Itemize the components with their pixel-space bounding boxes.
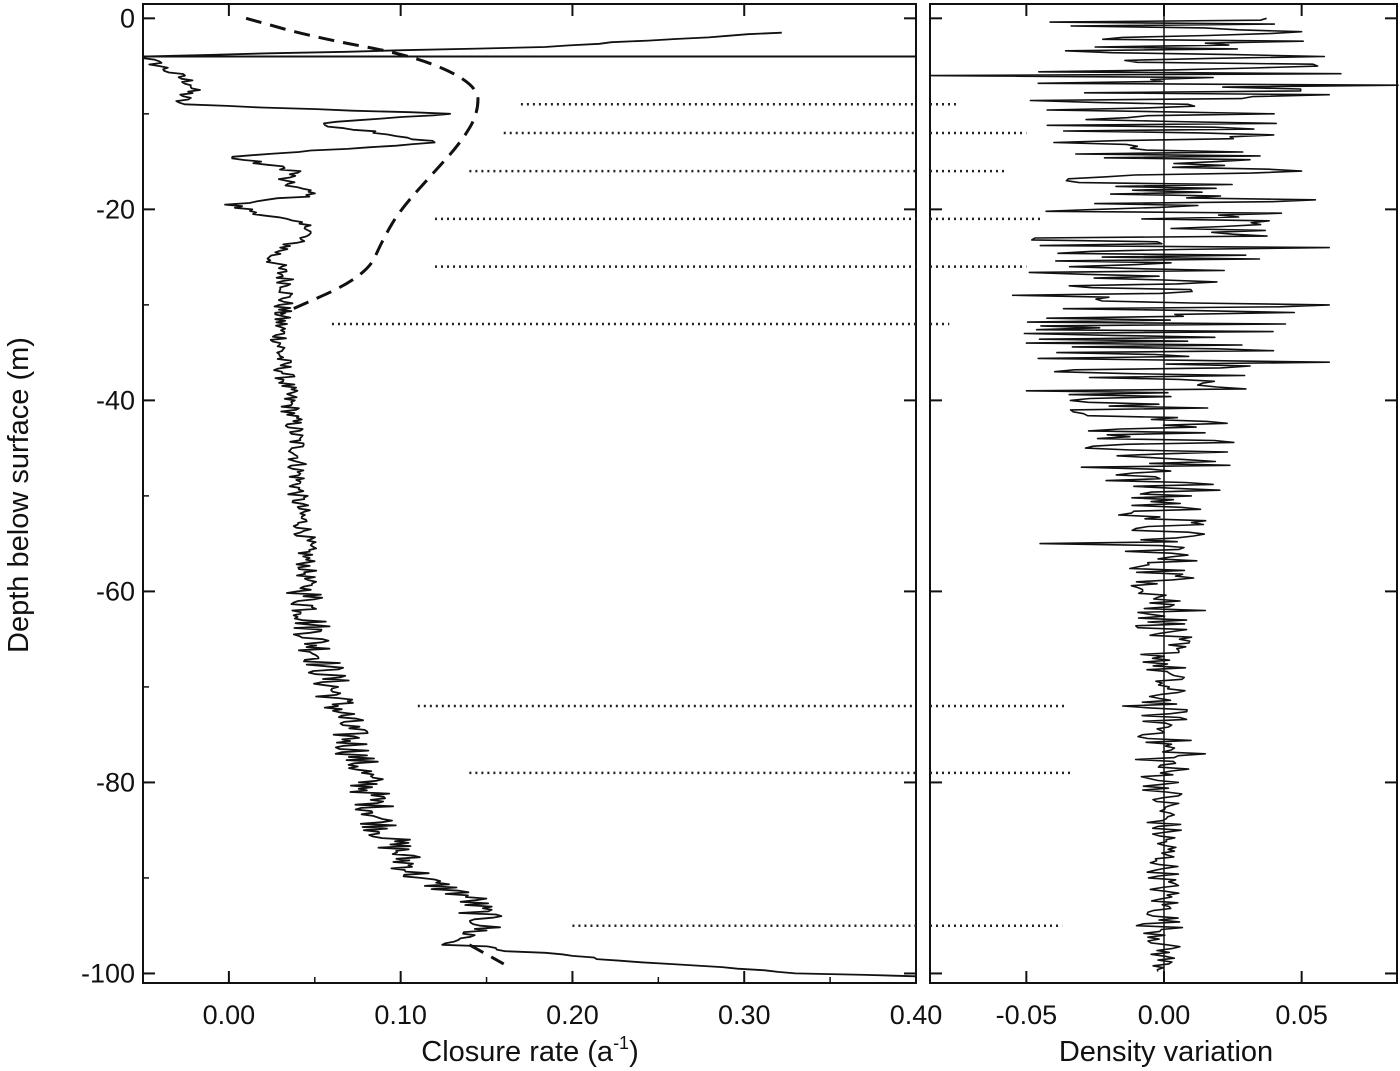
closure-rate-axis-label-text: Closure rate (a — [421, 1036, 614, 1068]
closure-rate-ticks: 0.00 0.10 0.20 0.30 0.40 0 -20 -40 -60 -80 -100 — [81, 3, 942, 1030]
density-x-tick-label: 0.00 — [1138, 1000, 1191, 1030]
closure-rate-measured-line — [142, 31, 917, 978]
closure-rate-series — [142, 16, 917, 978]
closure-x-tick-label: 0.00 — [203, 1000, 256, 1030]
y-tick-label: -20 — [96, 194, 135, 224]
y-tick-label: -100 — [81, 958, 135, 988]
closure-rate-plot-frame — [142, 3, 917, 984]
density-variation-dotted-guides — [930, 103, 1074, 927]
closure-rate-axis-label: Closure rate (a-1) — [421, 1033, 639, 1068]
density-x-tick-label: -0.05 — [996, 1000, 1058, 1030]
density-x-tick-label: 0.05 — [1275, 1000, 1328, 1030]
density-variation-line — [929, 17, 1399, 972]
closure-x-tick-label: 0.40 — [890, 1000, 943, 1030]
closure-x-tick-label: 0.30 — [718, 1000, 771, 1030]
closure-rate-axis-label-unit-exponent: -1 — [613, 1033, 629, 1053]
closure-rate-dotted-guides — [331, 103, 916, 927]
density-variation-axis-label: Density variation — [1059, 1036, 1273, 1068]
density-variation-series — [929, 17, 1399, 972]
closure-rate-model-line-1 — [245, 16, 480, 316]
closure-rate-axis-label-close: ) — [629, 1036, 639, 1068]
closure-rate-model-line-2 — [468, 943, 505, 966]
y-tick-label: -40 — [96, 385, 135, 415]
closure-x-tick-label: 0.20 — [546, 1000, 599, 1030]
closure-rate-panel: 0.00 0.10 0.20 0.30 0.40 0 -20 -40 -60 -80 -100 De… — [3, 3, 942, 1068]
y-axis-label: Depth below surface (m) — [3, 337, 35, 653]
density-variation-panel: -0.05 0.00 0.05 Density variation — [929, 3, 1399, 1068]
y-tick-label: -60 — [96, 576, 135, 606]
y-tick-label: 0 — [120, 3, 135, 33]
y-tick-label: -80 — [96, 767, 135, 797]
closure-x-tick-label: 0.10 — [374, 1000, 427, 1030]
